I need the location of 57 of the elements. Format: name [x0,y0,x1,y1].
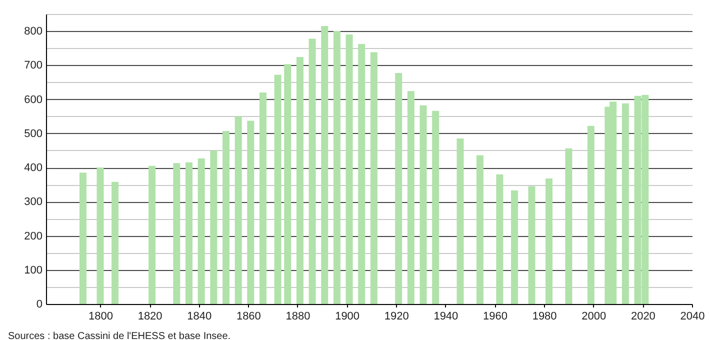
bar [210,150,218,304]
bar [587,126,594,304]
y-tick-label: 0 [36,298,42,310]
bar [79,172,86,304]
x-tick-label: 1960 [483,310,508,322]
bar [112,182,119,304]
y-tick-label: 200 [24,230,42,242]
y-tick-label: 700 [24,60,42,72]
x-tick-label: 1920 [384,310,409,322]
bar [321,26,328,304]
y-tick-label: 300 [24,196,42,208]
bar [358,44,366,304]
bar [198,158,205,304]
bar [456,138,464,304]
bar [346,34,353,304]
bar [545,178,552,304]
bar [370,52,378,304]
x-tick-label: 1800 [88,310,113,322]
x-tick-label: 1940 [434,310,458,322]
source-note: Sources : base Cassini de l'EHESS et base Insee. [8,331,231,340]
bar [274,74,282,304]
y-tick-label: 400 [24,162,42,174]
bar [420,105,427,304]
x-tick-label: 1820 [138,310,162,322]
bar [308,38,316,304]
x-tick-label: 1860 [236,310,261,322]
x-tick-label: 2020 [630,310,656,322]
bar [333,31,340,304]
y-tick-label: 800 [24,26,42,38]
bar [432,110,440,304]
bar [186,162,193,304]
bar [296,56,304,304]
bar [222,131,230,304]
bar [96,168,104,304]
bar [407,91,414,304]
bar [528,186,536,304]
x-tick-label: 1900 [335,310,360,322]
bar [565,148,572,304]
x-tick-label: 1840 [187,310,212,322]
bar [234,116,242,304]
x-tick-label: 2040 [680,310,705,322]
x-tick-label: 1980 [532,310,557,322]
bar [510,190,518,304]
bar [476,155,484,304]
bar [622,103,629,304]
y-tick-label: 600 [24,94,42,106]
bar [259,92,266,304]
bar [496,174,504,304]
y-tick-label: 500 [24,128,42,140]
bar [173,163,180,304]
bar [284,64,292,304]
x-tick-label: 2000 [582,310,606,322]
x-tick-label: 1880 [286,310,310,322]
y-tick-label: 100 [24,264,42,276]
bar [247,120,254,304]
bar [395,73,402,304]
bar [148,166,156,304]
